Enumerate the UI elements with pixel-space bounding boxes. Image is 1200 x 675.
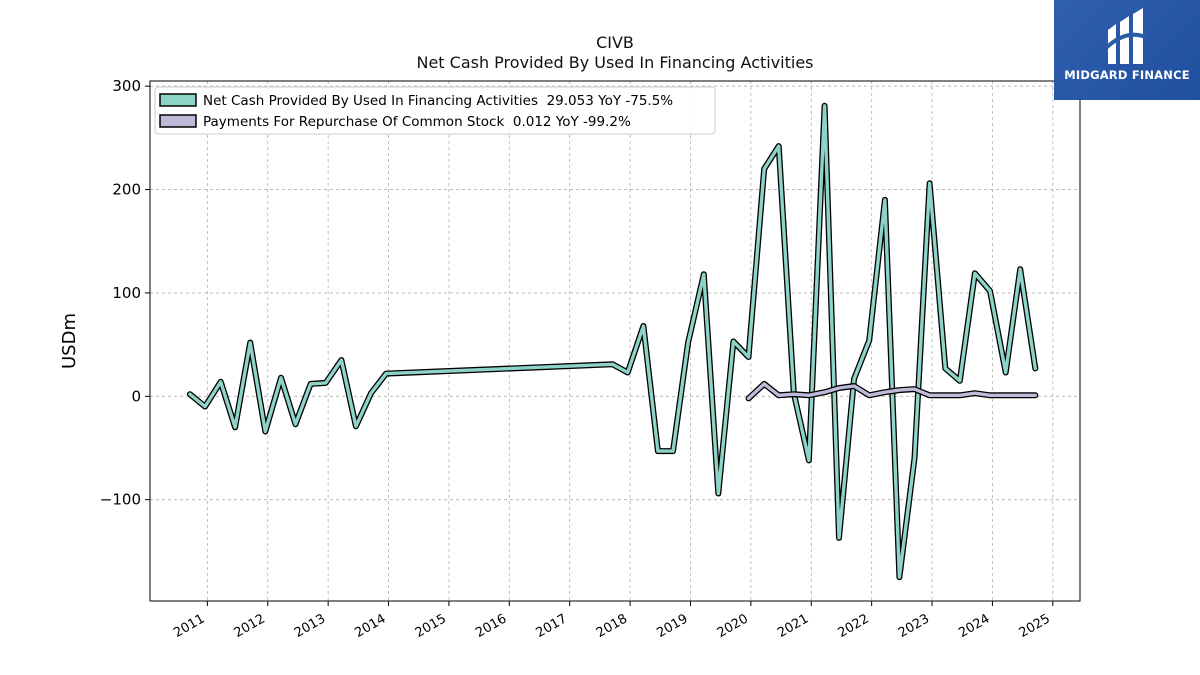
brand-logo: MIDGARD FINANCE (1054, 0, 1200, 100)
x-tick-label: 2023 (896, 611, 932, 641)
x-tick-label: 2016 (473, 611, 509, 641)
x-tick-label: 2013 (292, 611, 328, 641)
x-tick-label: 2020 (715, 611, 751, 641)
series-line-0 (188, 104, 1038, 579)
x-tick-label: 2018 (594, 611, 630, 641)
x-tick-label: 2012 (232, 611, 268, 641)
y-tick-label: 200 (112, 181, 141, 199)
legend-box (154, 86, 716, 135)
x-tick-label: 2025 (1017, 611, 1053, 641)
y-tick-label: 0 (131, 387, 141, 405)
y-tick-label: 300 (112, 77, 141, 95)
legend-swatch-net-cash (159, 93, 197, 107)
y-tick-label: −100 (100, 491, 141, 509)
x-tick-label: 2021 (775, 611, 811, 641)
x-tick-label: 2017 (534, 611, 570, 641)
x-tick-label: 2022 (835, 611, 871, 641)
x-tick-label: 2024 (956, 611, 992, 641)
midgard-logo-icon (1104, 8, 1149, 64)
x-tick-label: 2014 (352, 611, 388, 641)
legend: Net Cash Provided By Used In Financing A… (154, 86, 716, 135)
chart-title: CIVB (596, 33, 634, 52)
grid-lines (150, 81, 1080, 601)
plot-frame (149, 80, 1081, 602)
x-tick-label: 2019 (654, 611, 690, 641)
legend-swatch-repurchase (159, 114, 197, 128)
series-line-1 (746, 382, 1038, 401)
y-tick-label: 100 (112, 284, 141, 302)
y-axis: −100 0 100 200 300 (100, 77, 150, 509)
logo-text: MIDGARD FINANCE (1064, 68, 1190, 82)
x-axis: 2011 2012 2013 2014 2015 2016 2017 2018 2019 2020… (171, 601, 1054, 641)
chart-subtitle: Net Cash Provided By Used In Financing A… (416, 53, 814, 72)
x-tick-label: 2015 (413, 611, 449, 641)
legend-label-repurchase: Payments For Repurchase Of Common Stock … (203, 114, 631, 130)
series-lines (186, 102, 1039, 581)
y-axis-label: USDm (59, 313, 80, 369)
x-tick-label: 2011 (171, 611, 207, 641)
legend-label-net-cash: Net Cash Provided By Used In Financing A… (203, 93, 673, 109)
